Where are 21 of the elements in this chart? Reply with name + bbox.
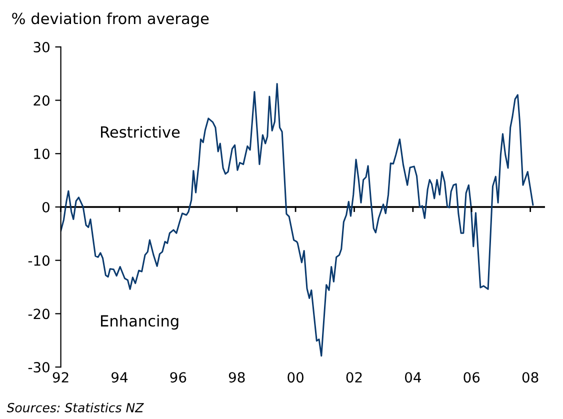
x-tick-label: 04 xyxy=(405,372,421,383)
annotation: Restrictive xyxy=(101,126,180,138)
x-tick-label: 02 xyxy=(346,372,362,383)
source-note: Sources: Statistics NZ xyxy=(6,402,144,412)
y-tick-label: 30 xyxy=(34,42,50,52)
x-tick-label: 06 xyxy=(464,372,480,383)
x-tick-label: 08 xyxy=(522,372,538,383)
annotation: Enhancing xyxy=(101,314,178,330)
line-series xyxy=(60,82,534,357)
y-tick-label: 10 xyxy=(34,148,50,160)
y-tick-label: -10 xyxy=(28,255,50,266)
x-tick-label: 00 xyxy=(288,372,304,383)
x-tick-label: 96 xyxy=(170,372,186,383)
y-tick-label: 20 xyxy=(34,95,50,106)
y-tick-label: -30 xyxy=(28,362,50,373)
y-tick-label: 0 xyxy=(42,202,50,212)
y-tick-label: -20 xyxy=(28,308,50,320)
y-axis-title: % deviation from average xyxy=(12,12,209,28)
x-tick-label: 98 xyxy=(228,372,245,383)
x-tick-label: 94 xyxy=(112,372,128,383)
x-tick-label: 92 xyxy=(52,372,68,383)
